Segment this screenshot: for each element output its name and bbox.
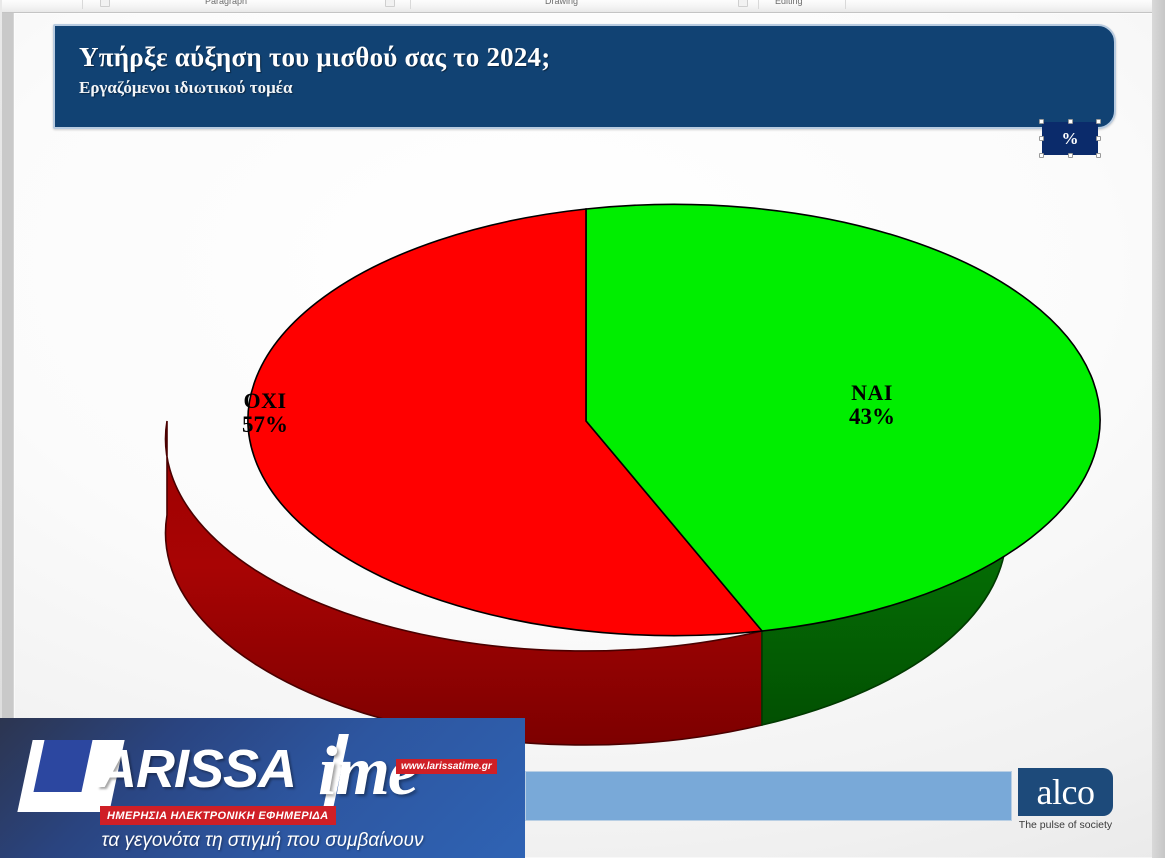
alco-logo-box: alco — [1018, 768, 1113, 816]
ribbon-group-paragraph: Paragraph — [205, 0, 248, 6]
ribbon-strip: Paragraph Drawing Editing — [0, 0, 1165, 13]
footer-blue-bar — [525, 771, 1012, 821]
pie-slice-oxi — [247, 208, 764, 637]
selection-handle-top-right[interactable] — [1096, 119, 1101, 124]
ribbon-group-editing: Editing — [775, 0, 803, 6]
selection-handle-middle-left[interactable] — [1039, 136, 1044, 141]
pie-label-oxi: ΟΧΙ 57% — [205, 389, 325, 438]
selection-handle-top-center[interactable] — [1067, 119, 1073, 124]
selection-handle-middle-right[interactable] — [1096, 136, 1101, 141]
alco-logo[interactable]: alco The pulse of society — [1018, 768, 1113, 831]
unit-percent-label: % — [1061, 128, 1079, 148]
larissa-slogan: τα γεγονότα τη στιγμή που συμβαίνουν — [101, 830, 424, 851]
alco-tagline: The pulse of society — [1018, 819, 1113, 831]
larissa-kicker-badge: ΗΜΕΡΗΣΙΑ ΗΛΕΚΤΡΟΝΙΚΗ ΕΦΗΜΕΡΙΔΑ — [100, 806, 336, 825]
selection-handle-bottom-right[interactable] — [1096, 153, 1101, 158]
larissatime-wordmark: ARISSA ime www.larissatime.gr ΗΜΕΡΗΣΙΑ Η… — [0, 728, 525, 825]
slide-right-edge — [1152, 0, 1165, 858]
page-subtitle: Εργαζόμενοι ιδιωτικού τομέα — [79, 78, 293, 97]
page-title: Υπήρξε αύξηση του μισθού σας το 2024; — [79, 42, 551, 72]
alco-logo-text: alco — [1036, 772, 1095, 812]
pie-label-nai-value: 43% — [849, 403, 895, 429]
pie-label-nai: ΝΑΙ 43% — [812, 381, 932, 430]
pie-slice-nai — [585, 203, 1101, 632]
title-banner[interactable]: Υπήρξε αύξηση του μισθού σας το 2024; Ερ… — [53, 24, 1116, 129]
pie-label-oxi-value: 57% — [242, 411, 288, 437]
slide-left-edge — [0, 0, 2, 858]
ribbon-group-drawing: Drawing — [545, 0, 579, 6]
larissa-word: ARISSA — [98, 739, 297, 799]
larissatime-logo[interactable]: ARISSA ime www.larissatime.gr ΗΜΕΡΗΣΙΑ Η… — [0, 718, 525, 858]
pie-chart[interactable]: ΟΧΙ 57% ΝΑΙ 43% — [14, 13, 1153, 858]
pie-label-nai-name: ΝΑΙ — [851, 380, 893, 405]
pie-label-oxi-name: ΟΧΙ — [243, 388, 287, 413]
selection-handle-bottom-left[interactable] — [1039, 153, 1044, 158]
larissa-url-badge[interactable]: www.larissatime.gr — [396, 759, 497, 774]
selection-handle-bottom-center[interactable] — [1067, 153, 1073, 158]
selection-handle-top-left[interactable] — [1039, 119, 1044, 124]
unit-percent-badge[interactable]: % — [1039, 119, 1101, 158]
slide-canvas[interactable]: Υπήρξε αύξηση του μισθού σας το 2024; Ερ… — [13, 13, 1153, 858]
